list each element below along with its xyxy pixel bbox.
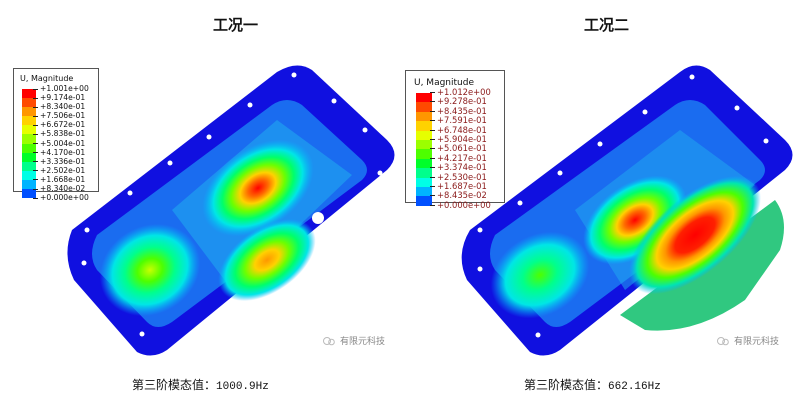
legend-value: +4.217e-01 bbox=[437, 153, 491, 163]
legend-swatch bbox=[22, 116, 36, 126]
legend-swatch bbox=[22, 134, 36, 144]
legend-swatch bbox=[416, 102, 432, 112]
legend-swatch bbox=[22, 170, 36, 180]
legend-value: +1.687e-01 bbox=[437, 181, 491, 191]
legend-swatch bbox=[22, 143, 36, 153]
legend-value: +8.435e-02 bbox=[437, 191, 491, 201]
legend-swatch bbox=[416, 121, 432, 131]
legend-swatch bbox=[416, 130, 432, 140]
legend-value: +3.374e-01 bbox=[437, 162, 491, 172]
legend-value: +0.000e+00 bbox=[40, 193, 89, 203]
legend-swatch bbox=[22, 189, 36, 199]
legend-value: +9.278e-01 bbox=[437, 96, 491, 106]
legend-value: +9.174e-01 bbox=[40, 93, 89, 102]
panel-2-watermark: 有限元科技 bbox=[716, 334, 779, 347]
legend-value: +1.668e-01 bbox=[40, 175, 89, 184]
legend-value: +5.904e-01 bbox=[437, 134, 491, 144]
legend-swatch bbox=[416, 177, 432, 187]
panel-1-legend: U, Magnitude +1.001e+00 +9.174e-01 +8.340e… bbox=[13, 68, 99, 202]
color-bar bbox=[416, 93, 432, 206]
legend-swatch bbox=[22, 89, 36, 99]
legend-value: +1.001e+00 bbox=[40, 84, 89, 93]
legend-value: +5.004e-01 bbox=[40, 139, 89, 148]
legend-value: +1.012e+00 bbox=[437, 87, 491, 97]
panel-2-caption: 第三阶模态值：662.16Hz bbox=[524, 376, 661, 393]
legend-value: +8.340e-02 bbox=[40, 184, 89, 193]
legend-value: +2.530e-01 bbox=[437, 172, 491, 182]
legend-swatch bbox=[416, 196, 432, 206]
legend-swatch bbox=[22, 98, 36, 108]
legend-value: +7.591e-01 bbox=[437, 115, 491, 125]
legend-swatch bbox=[416, 93, 432, 103]
legend-title: U, Magnitude bbox=[20, 74, 74, 83]
color-bar bbox=[22, 89, 36, 199]
legend-swatch bbox=[416, 186, 432, 197]
legend-value: +6.748e-01 bbox=[437, 125, 491, 135]
mode-frequency: 662.16Hz bbox=[608, 381, 661, 393]
legend-value: +8.340e-01 bbox=[40, 102, 89, 111]
panel-1-caption: 第三阶模态值：1000.9Hz bbox=[132, 376, 269, 393]
legend-swatch bbox=[416, 168, 432, 178]
legend-title: U, Magnitude bbox=[414, 78, 474, 88]
legend-swatch bbox=[416, 158, 432, 169]
legend-swatch bbox=[22, 161, 36, 171]
legend-labels: +1.001e+00 +9.174e-01 +8.340e-01 +7.506e-01… bbox=[40, 84, 89, 202]
legend-value: +5.838e-01 bbox=[40, 129, 89, 138]
panel-2-contour-plot bbox=[461, 65, 793, 356]
legend-value: +5.061e-01 bbox=[437, 144, 491, 154]
legend-value: +4.170e-01 bbox=[40, 148, 89, 157]
legend-swatch bbox=[416, 149, 432, 159]
mode-frequency: 1000.9Hz bbox=[216, 381, 269, 393]
legend-swatch bbox=[22, 125, 36, 135]
legend-value: +3.336e-01 bbox=[40, 157, 89, 166]
caption-label: 第三阶模态值： bbox=[132, 378, 217, 392]
legend-value: +6.672e-01 bbox=[40, 120, 89, 129]
legend-swatch bbox=[22, 152, 36, 162]
legend-labels: +1.012e+00 +9.278e-01 +8.435e-01 +7.591e-01… bbox=[437, 87, 491, 210]
caption-label: 第三阶模态值： bbox=[524, 378, 609, 392]
panel-2-legend: U, Magnitude +1.012e+00 +9.278e-01 +8.435e… bbox=[405, 70, 505, 210]
watermark-text: 有限元科技 bbox=[340, 337, 386, 347]
legend-value: +7.506e-01 bbox=[40, 111, 89, 120]
wechat-icon bbox=[323, 336, 335, 345]
panel-2-title: 工况二 bbox=[584, 16, 630, 34]
legend-swatch bbox=[22, 179, 36, 190]
legend-swatch bbox=[416, 139, 432, 150]
legend-value: +8.435e-01 bbox=[437, 106, 491, 116]
legend-value: +0.000e+00 bbox=[437, 199, 491, 210]
legend-swatch bbox=[416, 111, 432, 122]
panel-1-title: 工况一 bbox=[213, 16, 259, 34]
panel-1-contour-plot bbox=[67, 65, 395, 356]
wechat-icon bbox=[717, 336, 729, 345]
legend-swatch bbox=[22, 107, 36, 117]
legend-value: +2.502e-01 bbox=[40, 166, 89, 175]
panel-1-watermark: 有限元科技 bbox=[322, 334, 385, 347]
watermark-text: 有限元科技 bbox=[734, 337, 780, 347]
